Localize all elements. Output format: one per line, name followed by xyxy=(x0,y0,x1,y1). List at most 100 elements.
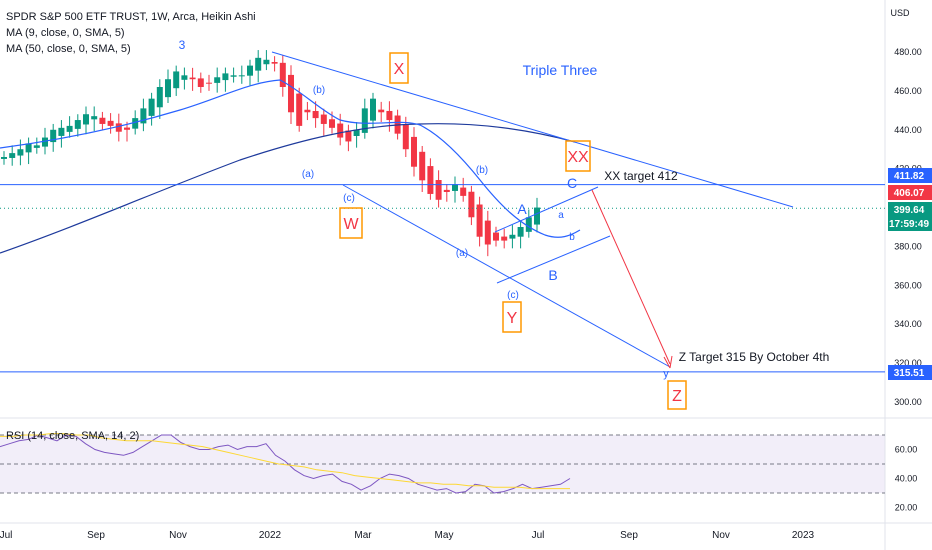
rsi-tick: 20.00 xyxy=(895,503,918,513)
price-badge-text: 315.51 xyxy=(894,368,925,379)
candle-body xyxy=(230,75,237,77)
candle-body xyxy=(25,143,32,153)
legend: SPDR S&P 500 ETF TRUST, 1W, Arca, Heikin… xyxy=(6,9,256,57)
candle-body xyxy=(493,232,499,241)
price-badge-bg xyxy=(888,202,932,217)
box-y-frame xyxy=(502,301,522,333)
candle-body xyxy=(33,145,40,148)
rsi-line xyxy=(0,434,571,494)
candle-body xyxy=(288,74,294,113)
candle-body xyxy=(320,114,327,124)
label-z-target: Z Target 315 By October 4th xyxy=(679,350,830,364)
candle-body xyxy=(534,207,540,225)
price-axis-unit: USD xyxy=(890,8,910,18)
candle-body xyxy=(296,93,303,126)
box-z-frame xyxy=(667,380,687,410)
wave-C: C xyxy=(567,175,577,191)
legend-title: SPDR S&P 500 ETF TRUST, 1W, Arca, Heikin… xyxy=(6,11,256,23)
wave-a1: (a) xyxy=(302,169,314,180)
candle-body xyxy=(329,119,335,128)
wave-b-top: (b) xyxy=(313,85,325,96)
rsi-series xyxy=(0,433,885,494)
candle-body xyxy=(361,108,368,133)
candle-body xyxy=(91,116,98,120)
price-badge: 406.07 xyxy=(888,185,932,200)
price-tick: 380.00 xyxy=(894,241,922,251)
box-y: Y xyxy=(502,301,522,333)
price-badge-text: 406.07 xyxy=(894,188,925,199)
candle-body xyxy=(370,98,376,121)
rsi-tick: 60.00 xyxy=(895,445,918,455)
box-xx-text: XX xyxy=(567,149,589,166)
candle-body xyxy=(427,166,434,194)
wave-b2: (b) xyxy=(476,165,488,176)
candle-body xyxy=(58,127,65,136)
candle-body xyxy=(66,125,73,132)
price-badge-bg xyxy=(888,365,932,380)
price-badge: 17:59:49 xyxy=(888,216,932,231)
time-tick: Jul xyxy=(532,530,545,541)
candle-body xyxy=(271,62,278,64)
candle-body xyxy=(525,217,532,232)
box-xx: XX xyxy=(565,140,591,172)
candle-body xyxy=(173,71,180,89)
candle-body xyxy=(460,187,467,196)
candle-body xyxy=(402,124,409,150)
candle-body xyxy=(222,73,229,81)
time-tick: Jul xyxy=(0,530,12,541)
price-tick: 480.00 xyxy=(894,47,922,57)
price-tick: 320.00 xyxy=(894,358,922,368)
price-badge-text: 399.64 xyxy=(894,205,925,216)
label-xx-target: XX target 412 xyxy=(604,169,678,183)
box-z: Z xyxy=(667,380,687,410)
wave-B: B xyxy=(548,267,557,283)
candle-body xyxy=(484,220,491,245)
candle-body xyxy=(247,65,253,76)
time-tick: Nov xyxy=(169,530,187,541)
time-tick: Mar xyxy=(354,530,372,541)
price-badge: 315.51 xyxy=(888,365,932,380)
upper-trendline xyxy=(271,51,794,208)
price-tick: 440.00 xyxy=(894,125,922,135)
candle-body xyxy=(476,204,483,237)
price-tick: 460.00 xyxy=(894,86,922,96)
candle-body xyxy=(353,129,360,136)
price-badge-bg xyxy=(888,216,932,231)
candle-body xyxy=(17,149,24,156)
candle-body xyxy=(140,108,147,124)
candle-body xyxy=(148,98,155,116)
wave-A: A xyxy=(517,201,527,217)
time-tick: Sep xyxy=(620,530,638,541)
candle-body xyxy=(279,62,286,87)
box-xx-frame xyxy=(565,140,591,172)
candle-body xyxy=(378,109,385,113)
lower-trendline xyxy=(342,184,671,368)
wave-c2: (c) xyxy=(507,290,519,301)
ma9-line xyxy=(0,79,581,238)
candle-body xyxy=(435,180,442,200)
candle-body xyxy=(99,117,106,124)
wave-c1: (c) xyxy=(343,193,355,204)
candle-body xyxy=(83,114,89,125)
candle-body xyxy=(345,130,352,142)
candle-body xyxy=(9,153,16,158)
time-tick: Nov xyxy=(712,530,730,541)
candle-body xyxy=(443,189,450,192)
box-y-text: Y xyxy=(507,310,518,327)
wave-b-small: b xyxy=(569,232,575,243)
channel-top xyxy=(494,186,599,233)
price-tick: 340.00 xyxy=(894,319,922,329)
candle-body xyxy=(132,118,139,129)
price-tick: 360.00 xyxy=(894,280,922,290)
box-z-text: Z xyxy=(672,388,682,405)
candle-body xyxy=(312,111,319,119)
time-tick: May xyxy=(435,530,454,541)
time-tick: 2022 xyxy=(259,530,282,541)
candle-body xyxy=(165,79,171,98)
candle-body xyxy=(214,77,221,83)
candle-body xyxy=(107,120,114,126)
candle-body xyxy=(156,87,163,108)
projection-arrowhead xyxy=(663,355,673,369)
label-triple-three: Triple Three xyxy=(523,62,598,78)
